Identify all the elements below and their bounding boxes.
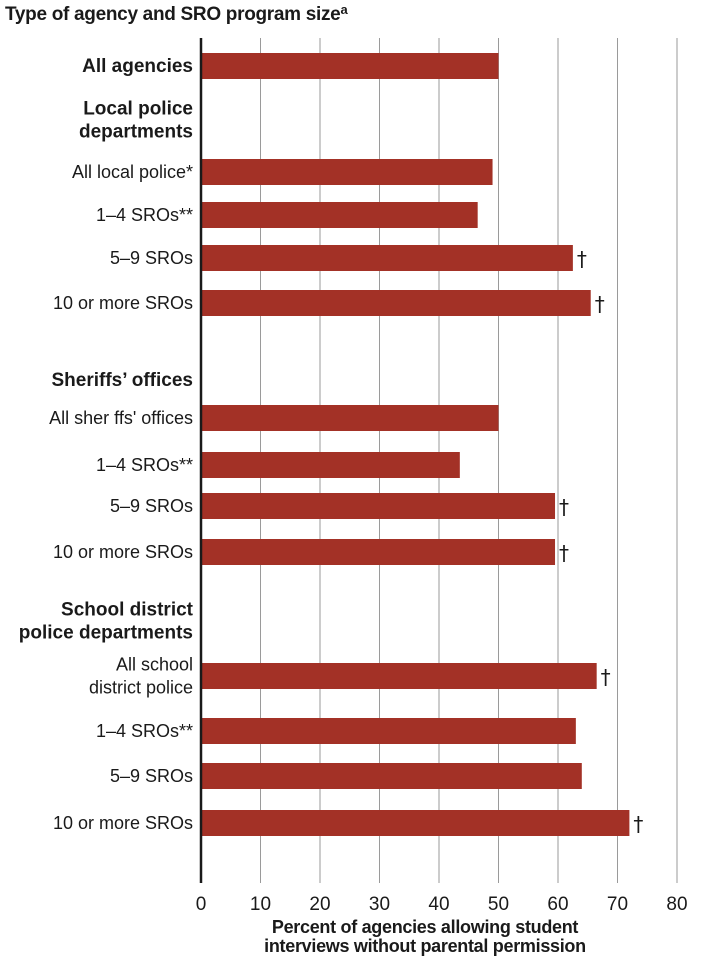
group-header-label: police departments xyxy=(19,623,193,644)
category-label: All agencies xyxy=(82,56,193,77)
category-label: 10 or more SROs xyxy=(53,813,193,833)
x-tick-label: 40 xyxy=(428,894,449,915)
category-label: 10 or more SROs xyxy=(53,542,193,562)
bar xyxy=(201,810,630,836)
significance-marker: † xyxy=(601,665,611,689)
x-tick-labels: 0 10 20 30 40 50 60 70 80 xyxy=(196,894,688,915)
bar xyxy=(201,763,582,789)
bar xyxy=(201,452,460,478)
x-axis-title-line-2: interviews without parental permission xyxy=(264,936,586,956)
x-tick-label: 0 xyxy=(196,894,207,915)
group-header-label: School district xyxy=(61,600,194,621)
group-header-label: Local police xyxy=(83,99,193,120)
x-tick-label: 30 xyxy=(369,894,390,915)
category-label: 1–4 SROs** xyxy=(96,205,193,225)
bar xyxy=(201,53,499,79)
x-tick-label: 60 xyxy=(547,894,568,915)
significance-marker: † xyxy=(577,247,587,271)
category-label: 10 or more SROs xyxy=(53,293,193,313)
bars xyxy=(201,53,630,836)
x-tick-label: 70 xyxy=(607,894,628,915)
category-label: All local police* xyxy=(72,162,193,182)
x-tick-label: 50 xyxy=(488,894,509,915)
bar xyxy=(201,663,597,689)
bar xyxy=(201,290,591,316)
category-label: 1–4 SROs** xyxy=(96,455,193,475)
category-label: 5–9 SROs xyxy=(110,248,193,268)
bar xyxy=(201,718,576,744)
significance-marker: † xyxy=(595,292,605,316)
bar xyxy=(201,539,556,565)
chart-title: Type of agency and SRO program sizea xyxy=(5,2,348,26)
significance-marker: † xyxy=(633,812,643,836)
bar xyxy=(201,493,556,519)
x-axis-title-line-1: Percent of agencies allowing student xyxy=(271,917,579,937)
category-label: 5–9 SROs xyxy=(110,766,193,786)
bar xyxy=(201,159,493,185)
significance-markers: † † † † † † xyxy=(559,247,643,836)
x-axis-title: Percent of agencies allowing student int… xyxy=(220,918,630,956)
bar xyxy=(201,202,478,228)
significance-marker: † xyxy=(559,541,569,565)
category-label: district police xyxy=(89,678,193,698)
x-tick-label: 80 xyxy=(666,894,687,915)
chart-title-superscript: a xyxy=(340,2,348,17)
bar xyxy=(201,245,573,271)
category-label: All school xyxy=(116,655,193,675)
category-label: 5–9 SROs xyxy=(110,496,193,516)
x-tick-label: 20 xyxy=(309,894,330,915)
category-label: All sher ffs' offices xyxy=(49,408,193,428)
group-header-label: departments xyxy=(79,122,193,143)
bar xyxy=(201,405,499,431)
group-header-label: Sheriffs’ offices xyxy=(52,370,194,391)
x-tick-label: 10 xyxy=(250,894,271,915)
category-label: 1–4 SROs** xyxy=(96,721,193,741)
significance-marker: † xyxy=(559,495,569,519)
chart-title-text: Type of agency and SRO program size xyxy=(5,4,341,25)
